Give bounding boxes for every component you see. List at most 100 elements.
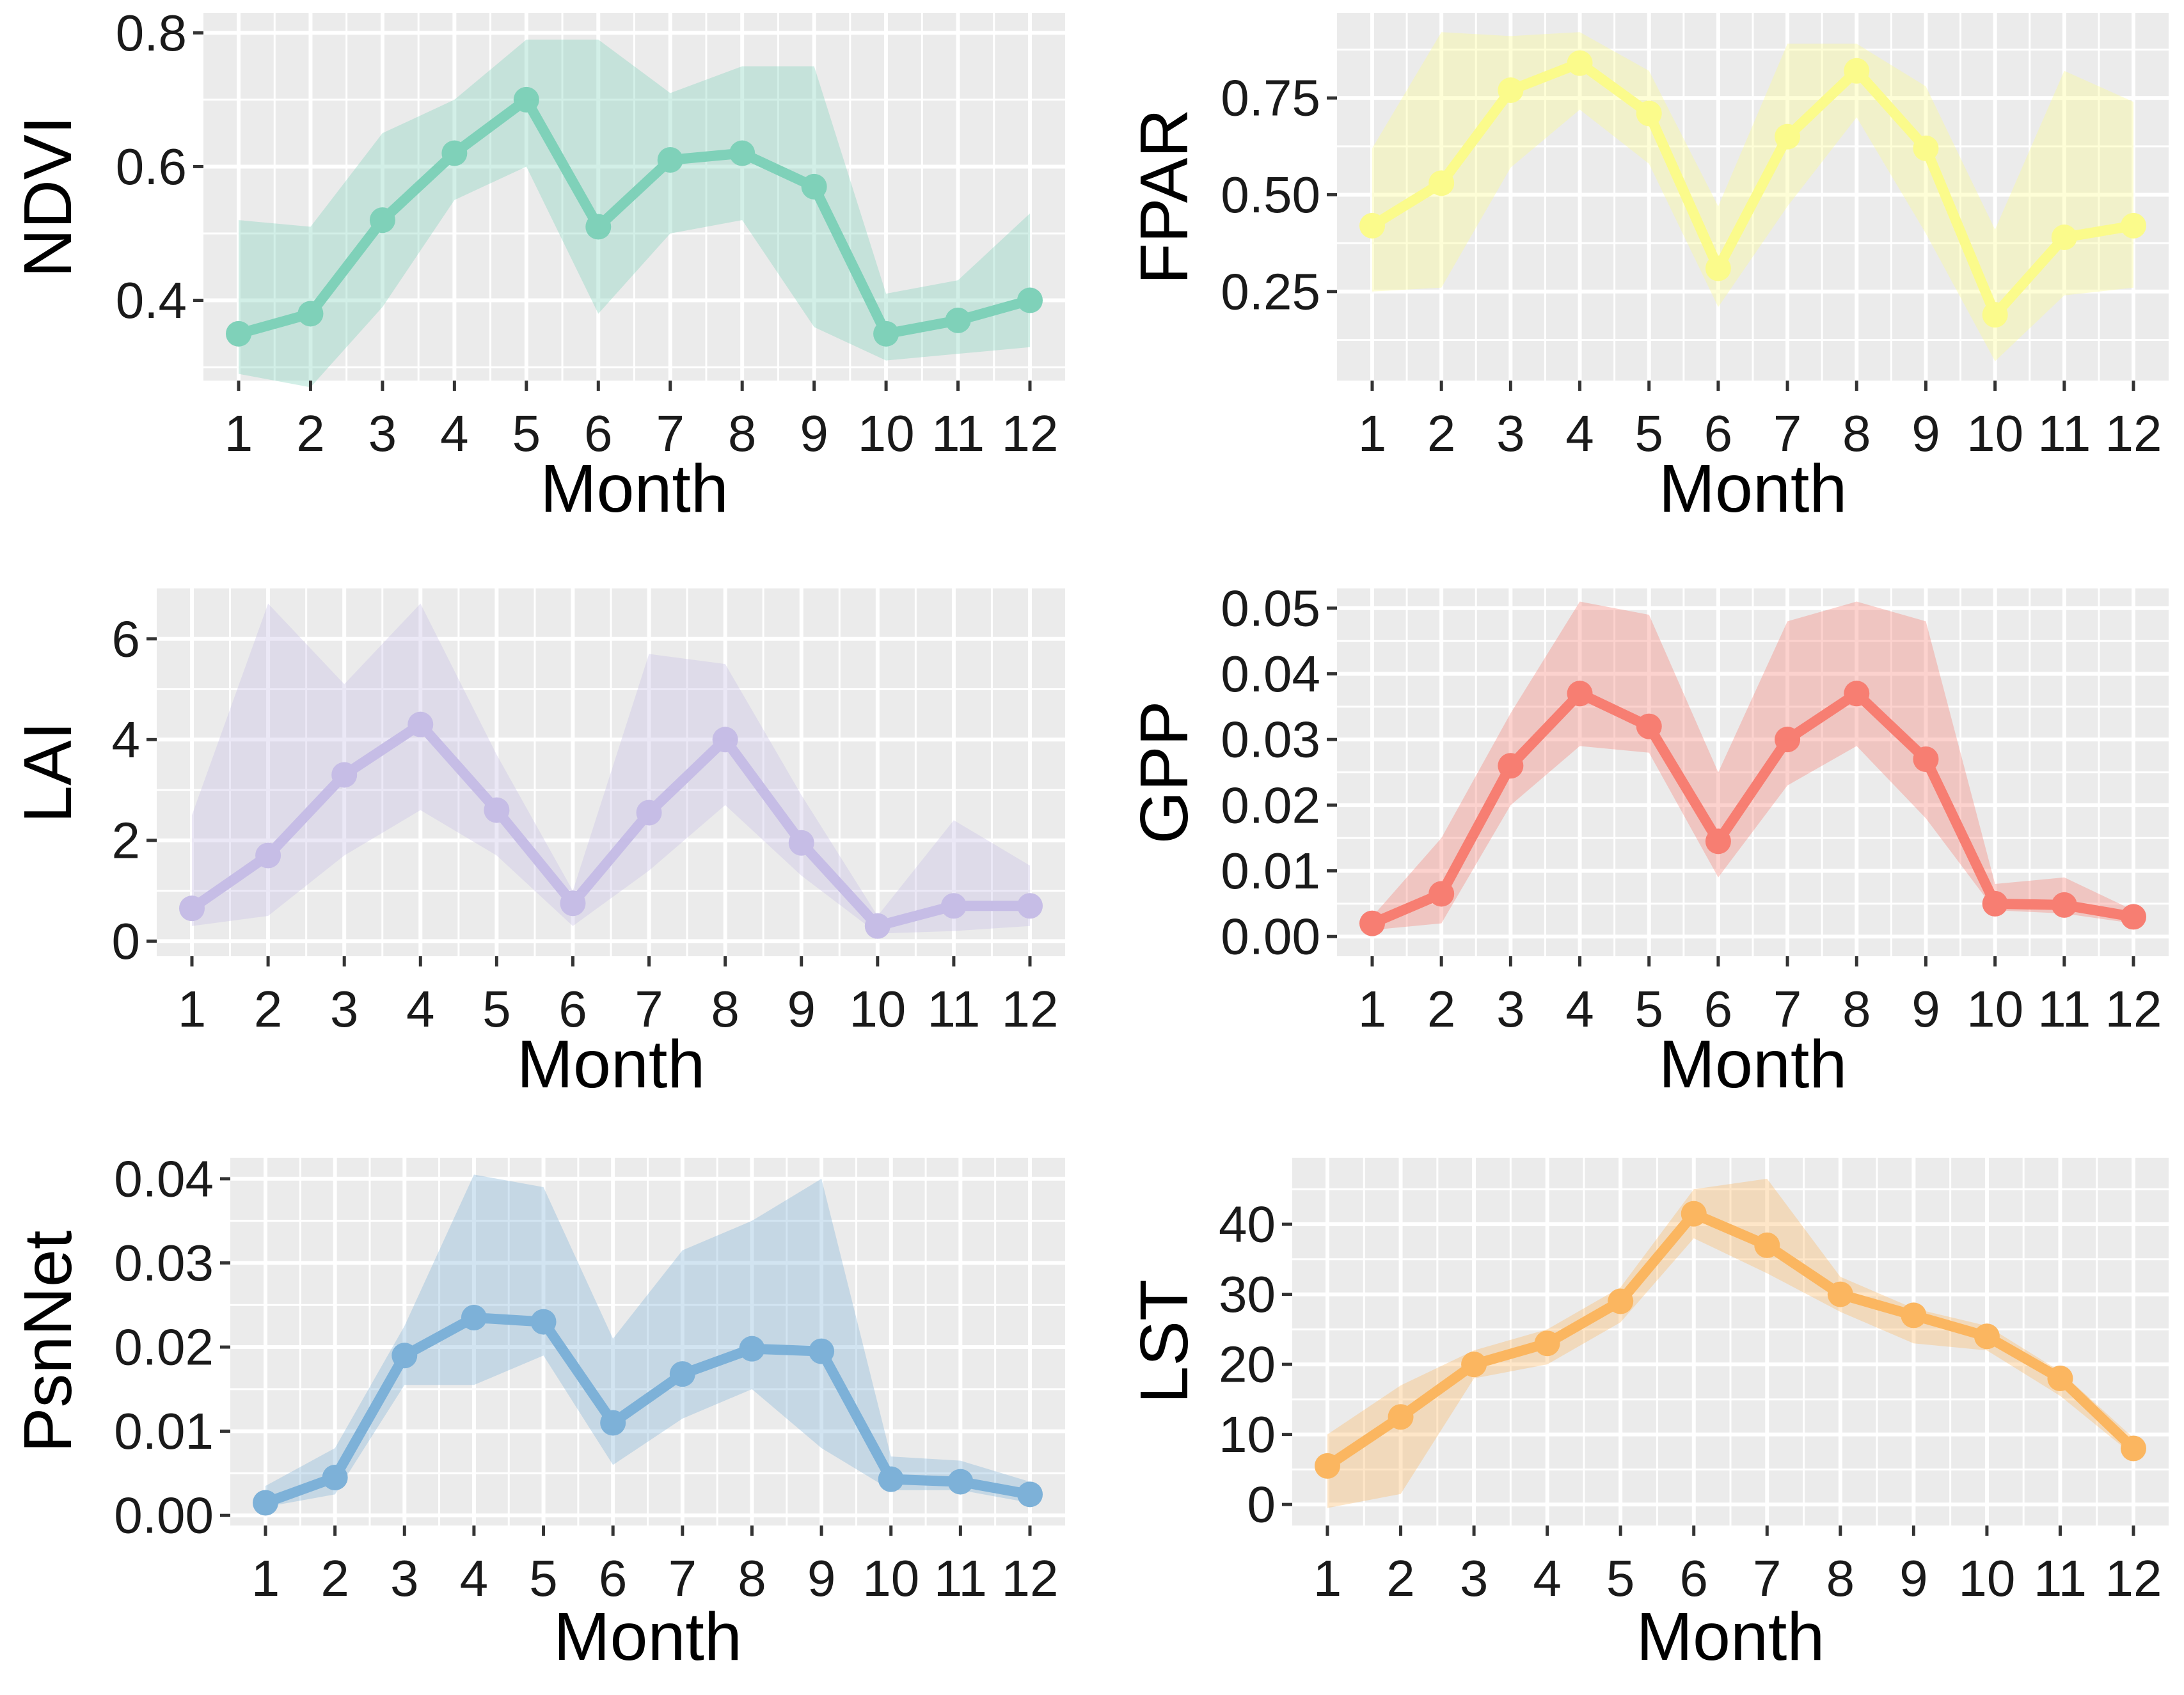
- data-point: [809, 1338, 835, 1364]
- data-point: [1775, 123, 1801, 150]
- y-tick-label: 0.05: [1221, 579, 1320, 636]
- x-tick-label: 6: [584, 405, 613, 462]
- data-point: [945, 307, 971, 333]
- y-tick-label: 40: [1219, 1196, 1276, 1253]
- panel-4: 0.000.010.020.030.040.051 2 3 4 5 6 7 8 9 10 11 12M…: [1127, 579, 2169, 1102]
- y-tick-label: 0.02: [1221, 777, 1320, 833]
- x-tick-label: 1: [251, 1550, 280, 1607]
- x-tick-label: 10: [858, 405, 915, 462]
- data-point: [253, 1490, 278, 1516]
- data-point: [226, 320, 251, 347]
- y-tick-label: 0.8: [116, 4, 187, 61]
- x-tick-label: 7: [1773, 405, 1802, 462]
- x-tick-label: 4: [406, 981, 435, 1037]
- x-tick-label: 6: [599, 1550, 628, 1607]
- data-point: [2047, 1366, 2073, 1391]
- data-point: [864, 913, 890, 939]
- data-point: [1017, 1481, 1043, 1508]
- y-tick-label: 0.04: [114, 1150, 214, 1207]
- series-line: [1322, 1208, 2139, 1471]
- data-point: [947, 1469, 974, 1495]
- data-point: [297, 301, 324, 327]
- x-axis-title: Month: [517, 1027, 706, 1102]
- x-tick-label: 9: [1911, 981, 1940, 1037]
- x-tick-label: 2: [296, 405, 325, 462]
- x-tick-label: 10: [1958, 1550, 2015, 1607]
- x-tick-label: 1: [1358, 405, 1387, 462]
- data-point: [940, 893, 967, 919]
- data-point: [1901, 1302, 1927, 1328]
- data-point: [1982, 890, 2008, 917]
- x-tick-label: 6: [558, 981, 587, 1037]
- range-band: [1327, 1178, 2133, 1508]
- y-tick-label: 0.4: [116, 272, 187, 329]
- y-tick-label: 0.00: [1221, 908, 1320, 965]
- data-point: [669, 1361, 695, 1387]
- x-tick-label: 2: [320, 1550, 349, 1607]
- data-point: [788, 830, 814, 856]
- x-tick-label: 12: [2105, 405, 2162, 462]
- data-point: [322, 1465, 348, 1490]
- data-point: [1359, 910, 1385, 936]
- range-band: [239, 39, 1030, 388]
- series-line: [1367, 58, 2139, 320]
- x-tick-label: 12: [1002, 981, 1059, 1037]
- y-tick-label: 0.04: [1221, 645, 1320, 702]
- x-tick-label: 8: [1826, 1550, 1855, 1607]
- y-tick-label: 0.03: [1221, 711, 1320, 768]
- x-axis-title: Month: [1636, 1599, 1825, 1675]
- data-point: [1754, 1232, 1780, 1258]
- x-tick-label: 6: [1704, 981, 1733, 1037]
- data-point: [484, 797, 510, 823]
- x-tick-label: 1: [1313, 1550, 1342, 1607]
- x-tick-label: 11: [2038, 405, 2091, 462]
- data-point: [1359, 212, 1385, 239]
- range-band: [1372, 601, 2133, 930]
- x-tick-label: 1: [1358, 981, 1387, 1037]
- x-tick-label: 3: [368, 405, 397, 462]
- panel-5: 0.000.010.020.030.041 2 3 4 5 6 7 8 9 10 11 12Month…: [10, 1150, 1065, 1675]
- x-tick-label: 10: [849, 981, 906, 1037]
- data-point: [1913, 746, 1939, 772]
- data-point: [513, 86, 539, 113]
- x-tick-label: 10: [1966, 405, 2023, 462]
- x-tick-label: 3: [1460, 1550, 1489, 1607]
- x-tick-label: 4: [1565, 981, 1594, 1037]
- range-band: [265, 1174, 1030, 1508]
- data-point: [1315, 1453, 1340, 1479]
- x-tick-label: 3: [1496, 981, 1525, 1037]
- data-point: [636, 800, 662, 826]
- data-point: [1827, 1281, 1853, 1307]
- data-point: [878, 1466, 904, 1492]
- series-line: [187, 719, 1035, 931]
- data-point: [2121, 904, 2146, 930]
- x-tick-label: 10: [1966, 981, 2023, 1037]
- data-point: [2121, 212, 2146, 239]
- x-tick-label: 8: [728, 405, 757, 462]
- x-tick-label: 1: [178, 981, 207, 1037]
- x-tick-label: 8: [711, 981, 740, 1037]
- x-tick-label: 12: [1002, 1550, 1059, 1607]
- x-axis-title: Month: [553, 1599, 742, 1675]
- data-point: [600, 1410, 626, 1436]
- data-point: [1534, 1330, 1560, 1357]
- data-point: [560, 890, 586, 917]
- x-tick-label: 2: [1427, 405, 1456, 462]
- data-point: [712, 727, 738, 753]
- x-axis-title: Month: [1659, 1027, 1848, 1102]
- x-tick-label: 8: [1842, 981, 1871, 1037]
- data-point: [1388, 1404, 1414, 1430]
- data-point: [1974, 1323, 2000, 1350]
- x-tick-label: 3: [390, 1550, 419, 1607]
- data-point: [1017, 893, 1043, 919]
- x-tick-label: 10: [862, 1550, 919, 1607]
- x-tick-label: 5: [1606, 1550, 1635, 1607]
- y-tick-label: 6: [112, 610, 141, 667]
- x-tick-label: 6: [1704, 405, 1733, 462]
- data-point: [1775, 727, 1801, 753]
- y-axis-title: NDVI: [10, 116, 86, 278]
